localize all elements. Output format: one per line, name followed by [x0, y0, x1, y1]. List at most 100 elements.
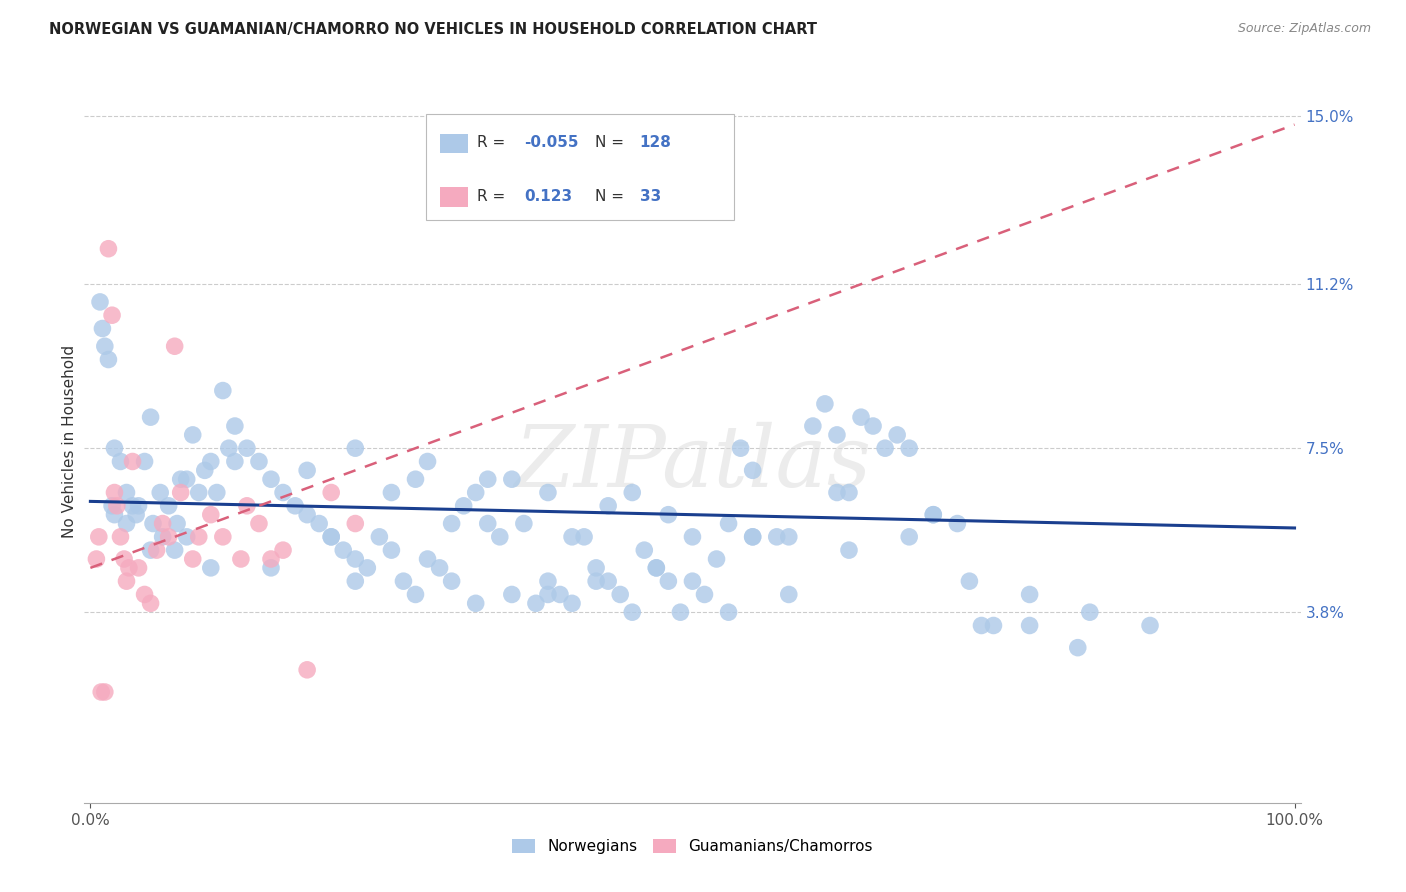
- Point: [488, 530, 510, 544]
- Point: [121, 454, 143, 468]
- Point: [149, 485, 172, 500]
- Point: [115, 516, 138, 531]
- Text: N =: N =: [595, 136, 628, 150]
- Point: [392, 574, 415, 589]
- Point: [537, 574, 560, 589]
- Point: [152, 530, 174, 544]
- Point: [170, 472, 193, 486]
- Point: [898, 441, 921, 455]
- Point: [260, 552, 283, 566]
- Point: [128, 561, 150, 575]
- Point: [295, 663, 318, 677]
- Point: [741, 463, 763, 477]
- Point: [741, 530, 763, 544]
- Point: [1067, 640, 1090, 655]
- Point: [730, 441, 752, 455]
- Point: [693, 587, 716, 601]
- Point: [112, 552, 135, 566]
- Point: [211, 384, 233, 398]
- Point: [501, 587, 523, 601]
- Point: [200, 561, 222, 575]
- Point: [103, 508, 125, 522]
- Point: [609, 587, 631, 601]
- Point: [765, 530, 787, 544]
- Point: [633, 543, 655, 558]
- Point: [176, 472, 198, 486]
- Point: [922, 508, 945, 522]
- Point: [103, 441, 125, 455]
- Point: [101, 499, 124, 513]
- Point: [946, 516, 969, 531]
- Point: [211, 530, 233, 544]
- Point: [176, 530, 198, 544]
- Point: [271, 485, 294, 500]
- Text: N =: N =: [595, 189, 628, 203]
- Point: [128, 499, 150, 513]
- Point: [90, 685, 112, 699]
- Point: [86, 552, 108, 566]
- Point: [706, 552, 728, 566]
- Point: [115, 485, 138, 500]
- Point: [524, 596, 547, 610]
- Point: [741, 530, 763, 544]
- Point: [561, 530, 583, 544]
- Point: [645, 561, 668, 575]
- Point: [101, 308, 124, 322]
- Point: [657, 574, 679, 589]
- Point: [105, 499, 128, 513]
- Point: [163, 543, 186, 558]
- Point: [513, 516, 536, 531]
- Point: [477, 516, 499, 531]
- Point: [247, 454, 270, 468]
- Point: [572, 530, 595, 544]
- Point: [537, 587, 560, 601]
- Point: [260, 561, 283, 575]
- Point: [344, 574, 367, 589]
- Point: [187, 485, 209, 500]
- Point: [295, 508, 318, 522]
- Point: [368, 530, 391, 544]
- Point: [717, 605, 740, 619]
- Point: [110, 454, 132, 468]
- Point: [669, 605, 692, 619]
- Point: [825, 485, 848, 500]
- Point: [838, 543, 860, 558]
- Point: [453, 499, 475, 513]
- Point: [125, 508, 148, 522]
- Point: [585, 574, 607, 589]
- Point: [157, 499, 180, 513]
- Point: [91, 321, 114, 335]
- Point: [416, 552, 439, 566]
- Point: [145, 543, 167, 558]
- Point: [922, 508, 945, 522]
- Point: [598, 499, 620, 513]
- Point: [118, 561, 141, 575]
- Point: [464, 596, 486, 610]
- Point: [548, 587, 571, 601]
- Point: [224, 454, 246, 468]
- Point: [356, 561, 378, 575]
- Point: [598, 574, 620, 589]
- Point: [103, 485, 125, 500]
- Point: [121, 499, 143, 513]
- Point: [87, 530, 110, 544]
- Point: [181, 428, 204, 442]
- Text: ZIPatlas: ZIPatlas: [513, 422, 872, 505]
- Point: [205, 485, 228, 500]
- Point: [682, 530, 704, 544]
- Point: [139, 596, 162, 610]
- Point: [657, 508, 679, 522]
- Point: [886, 428, 908, 442]
- Point: [229, 552, 252, 566]
- Point: [224, 419, 246, 434]
- Point: [115, 574, 138, 589]
- Point: [778, 530, 800, 544]
- Point: [134, 587, 156, 601]
- Point: [284, 499, 307, 513]
- Point: [501, 472, 523, 486]
- Point: [585, 561, 607, 575]
- Point: [97, 242, 120, 256]
- Point: [1018, 618, 1040, 632]
- Point: [898, 530, 921, 544]
- Point: [416, 454, 439, 468]
